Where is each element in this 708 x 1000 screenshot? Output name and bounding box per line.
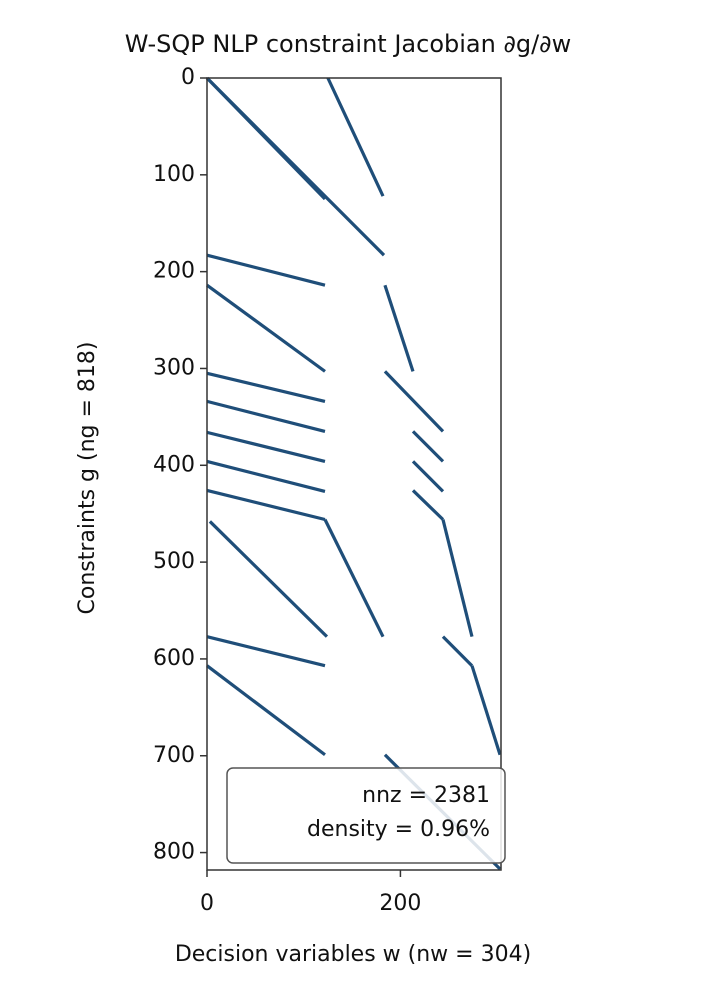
nonzero-band [206,635,326,668]
y-axis-label: Constraints g (ng = 818) [75,342,100,615]
nonzero-band [206,371,326,403]
nonzero-band [411,489,445,521]
chart-title: W-SQP NLP constraint Jacobian ∂g/∂w [125,30,571,58]
nonzero-band [205,76,386,257]
nonzero-band [206,283,326,373]
nonzero-band [411,430,445,463]
y-tick-label: 200 [153,259,195,284]
x-axis-label: Decision variables w (nw = 304) [175,942,531,967]
nonzero-band [441,519,474,638]
nonzero-band [206,399,326,433]
y-tick-label: 300 [153,355,195,380]
nonzero-band [206,664,326,757]
nonzero-band [323,518,385,638]
nonzero-band [470,665,502,756]
nonzero-band [206,253,326,287]
nonzero-band [383,284,415,372]
nonzero-band [441,635,474,667]
nonzero-band [411,460,445,493]
nonzero-band [383,370,445,433]
x-tick-label: 0 [200,891,214,916]
y-tick-label: 600 [153,646,195,671]
annotation-box [226,767,506,864]
y-tick-label: 800 [153,840,195,865]
plot-frame [206,77,502,871]
nonzero-band [206,430,326,463]
x-tick-label: 200 [379,891,421,916]
y-tick-label: 0 [181,65,195,90]
y-tick-label: 700 [153,743,195,768]
annotation-density: density = 0.96% [307,817,490,842]
nonzero-band [206,459,326,493]
y-tick-label: 500 [153,549,195,574]
nonzero-band [208,520,329,638]
nonzero-band [206,488,326,522]
y-tick-label: 100 [153,162,195,187]
annotation-nnz: nnz = 2381 [362,783,490,808]
y-tick-label: 400 [153,452,195,477]
nonzero-band [326,77,385,197]
